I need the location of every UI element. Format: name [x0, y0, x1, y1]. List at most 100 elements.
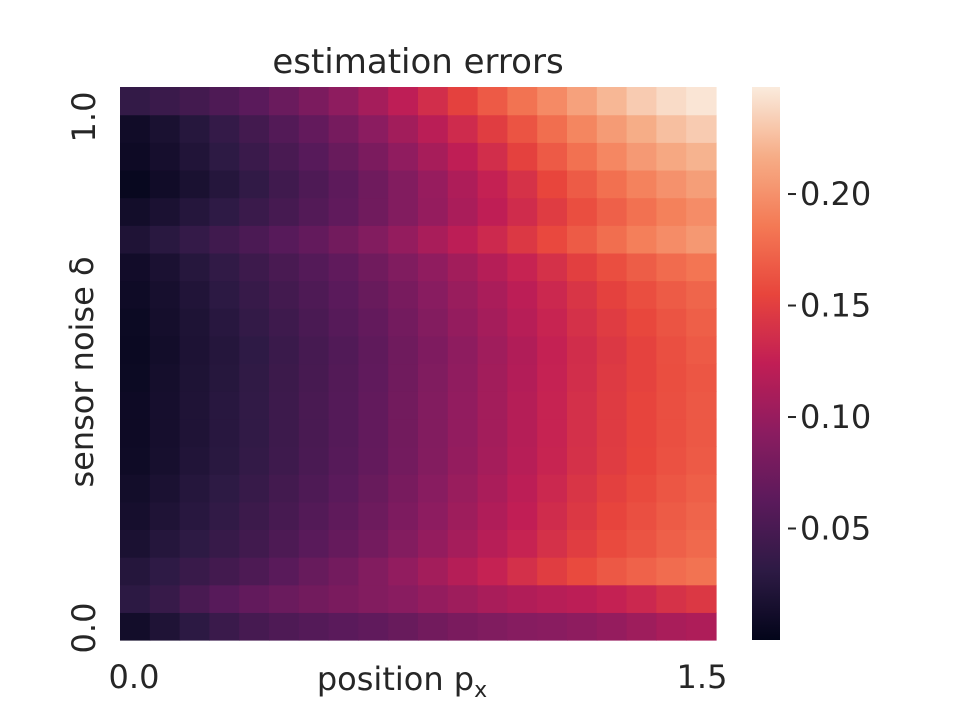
heatmap-cell	[358, 142, 389, 171]
heatmap-cell	[328, 612, 359, 641]
heatmap-cell	[447, 280, 479, 309]
heatmap-cell	[686, 557, 717, 586]
heatmap-cell	[447, 584, 479, 613]
heatmap-cell	[507, 114, 538, 143]
heatmap-cell	[149, 114, 181, 143]
heatmap-cell	[239, 335, 270, 365]
heatmap-cell	[477, 142, 508, 171]
heatmap-cell	[626, 418, 657, 448]
heatmap-cell	[388, 252, 419, 282]
heatmap-cell	[567, 197, 598, 226]
heatmap-cell	[239, 446, 270, 475]
heatmap-cell	[209, 501, 240, 530]
heatmap-cell	[626, 612, 657, 641]
heatmap-cell	[626, 225, 657, 254]
heatmap-cell	[567, 418, 598, 448]
heatmap-cell	[418, 529, 449, 558]
heatmap-cell	[239, 169, 270, 199]
heatmap-cell	[269, 501, 300, 530]
heatmap-cell	[298, 252, 330, 282]
heatmap-cell	[298, 142, 330, 171]
heatmap-cell	[120, 474, 151, 503]
heatmap-cell	[418, 114, 449, 143]
heatmap-cell	[626, 391, 657, 420]
heatmap-cell	[298, 280, 330, 309]
heatmap-cell	[120, 529, 151, 558]
heatmap-cell	[269, 557, 300, 586]
colorbar-tick-label: 0.10	[800, 398, 871, 436]
heatmap-cell	[686, 197, 717, 226]
heatmap-cell	[149, 612, 181, 641]
heatmap-cell	[507, 142, 538, 171]
heatmap-cell	[179, 114, 210, 143]
heatmap-cell	[656, 252, 687, 282]
heatmap-cell	[656, 529, 687, 558]
heatmap-cell	[418, 391, 449, 420]
heatmap-cell	[388, 225, 419, 254]
heatmap-cell	[149, 391, 181, 420]
heatmap-cell	[447, 169, 479, 199]
y-tick-label: 1.0	[65, 92, 103, 143]
heatmap-cell	[537, 280, 568, 309]
heatmap-cell	[298, 363, 330, 392]
heatmap-cell	[447, 252, 479, 282]
heatmap-cell	[209, 280, 240, 309]
heatmap-cell	[626, 584, 657, 613]
heatmap-cell	[120, 557, 151, 586]
heatmap-cell	[596, 612, 628, 641]
heatmap-cell	[269, 529, 300, 558]
heatmap-cell	[179, 142, 210, 171]
colorbar-tick-label: 0.15	[800, 287, 871, 325]
heatmap-cell	[328, 335, 359, 365]
heatmap-cell	[686, 363, 717, 392]
heatmap-cell	[239, 87, 270, 116]
heatmap-cell	[567, 252, 598, 282]
heatmap-cell	[149, 557, 181, 586]
heatmap-cell	[537, 252, 568, 282]
heatmap-cell	[298, 529, 330, 558]
heatmap-cell	[507, 501, 538, 530]
heatmap-cell	[626, 308, 657, 337]
heatmap-cell	[149, 142, 181, 171]
colorbar-tick-label: 0.05	[800, 510, 871, 548]
heatmap-cell	[239, 584, 270, 613]
heatmap-cell	[596, 280, 628, 309]
heatmap-cell	[477, 363, 508, 392]
heatmap-cell	[477, 501, 508, 530]
heatmap-cell	[656, 87, 687, 116]
heatmap-cell	[686, 225, 717, 254]
heatmap-cell	[418, 308, 449, 337]
heatmap-cell	[626, 557, 657, 586]
heatmap-cell	[596, 308, 628, 337]
heatmap-cell	[686, 446, 717, 475]
heatmap-cell	[418, 169, 449, 199]
heatmap-cell	[477, 529, 508, 558]
heatmap-cell	[298, 501, 330, 530]
heatmap-cell	[149, 169, 181, 199]
heatmap-cell	[120, 308, 151, 337]
heatmap-cell	[179, 418, 210, 448]
colorbar-ticks: 0.05 0.10 0.15 0.20	[788, 175, 871, 548]
heatmap-cell	[596, 363, 628, 392]
heatmap-cell	[298, 446, 330, 475]
heatmap-cell	[596, 529, 628, 558]
heatmap-cell	[209, 418, 240, 448]
heatmap-cell	[656, 225, 687, 254]
heatmap-cell	[209, 308, 240, 337]
heatmap-cell	[328, 501, 359, 530]
heatmap-cell	[537, 197, 568, 226]
heatmap-cell	[298, 612, 330, 641]
heatmap-cell	[477, 474, 508, 503]
heatmap-cell	[447, 225, 479, 254]
heatmap-cell	[269, 612, 300, 641]
heatmap-cell	[447, 474, 479, 503]
heatmap-cell	[120, 114, 151, 143]
heatmap-cell	[567, 169, 598, 199]
heatmap-cell	[686, 584, 717, 613]
heatmap-cell	[179, 335, 210, 365]
heatmap-cell	[596, 142, 628, 171]
heatmap-cell	[686, 501, 717, 530]
heatmap-cell	[388, 87, 419, 116]
heatmap-cell	[477, 418, 508, 448]
heatmap-cell	[686, 529, 717, 558]
